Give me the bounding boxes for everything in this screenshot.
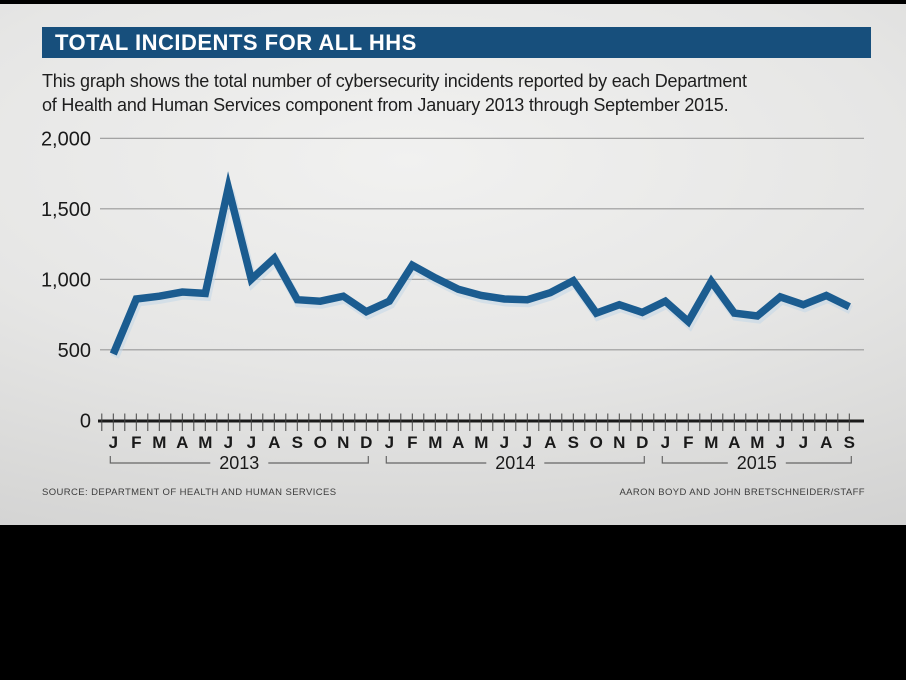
month-label: F [407,433,417,452]
month-label: M [704,433,718,452]
month-label: J [247,433,256,452]
month-label: F [131,433,141,452]
y-tick-label: 0 [80,410,91,432]
staff-credit: AARON BOYD AND JOHN BRETSCHNEIDER/STAFF [619,487,865,498]
y-tick-label: 500 [58,340,91,362]
chart-description: This graph shows the total number of cyb… [42,70,882,117]
month-label: A [268,433,280,452]
month-label: J [385,433,394,452]
x-axis-ticks [101,413,850,431]
year-label: 2014 [495,453,535,473]
month-label: M [152,433,166,452]
month-label: D [360,433,372,452]
y-tick-label: 1,500 [41,199,91,221]
year-bracket [661,456,852,464]
page-title: TOTAL INCIDENTS FOR ALL HHS [55,29,417,55]
month-label: S [292,433,303,452]
month-label: S [568,433,579,452]
y-tick-label: 1,000 [41,269,91,291]
month-label: A [820,433,832,452]
year-brackets: 2013 2014 2015 [109,453,852,473]
source-attribution: SOURCE: DEPARTMENT OF HEALTH AND HUMAN S… [42,487,337,498]
month-label: A [728,433,740,452]
y-tick-label: 2,000 [41,128,91,150]
month-label: N [613,433,625,452]
gridlines [100,137,864,351]
month-label: S [844,433,855,452]
title-bar: TOTAL INCIDENTS FOR ALL HHS [42,27,871,58]
description-line-1: This graph shows the total number of cyb… [42,71,747,91]
y-axis-labels: 0 500 1,000 1,500 2,000 [41,128,91,432]
month-label: M [198,433,212,452]
month-label: M [474,433,488,452]
month-label: F [683,433,693,452]
year-bracket [109,456,369,464]
incidents-line [109,171,851,356]
month-label: M [750,433,764,452]
month-label: O [314,433,327,452]
x-axis [98,413,864,431]
year-bracket [385,456,645,464]
month-label: D [636,433,648,452]
month-label: A [544,433,556,452]
month-label: J [500,433,509,452]
month-label: A [176,433,188,452]
year-label: 2013 [219,453,259,473]
month-label: N [337,433,349,452]
month-label: J [776,433,785,452]
month-label: A [452,433,464,452]
month-label: O [590,433,603,452]
month-label: J [523,433,532,452]
description-line-2: of Health and Human Services component f… [42,94,729,115]
month-label: J [661,433,670,452]
month-label: J [799,433,808,452]
graphic-card: TOTAL INCIDENTS FOR ALL HHS This graph s… [0,4,906,525]
month-label: J [109,433,118,452]
month-label: J [224,433,233,452]
year-label: 2015 [737,453,777,473]
month-label: M [428,433,442,452]
